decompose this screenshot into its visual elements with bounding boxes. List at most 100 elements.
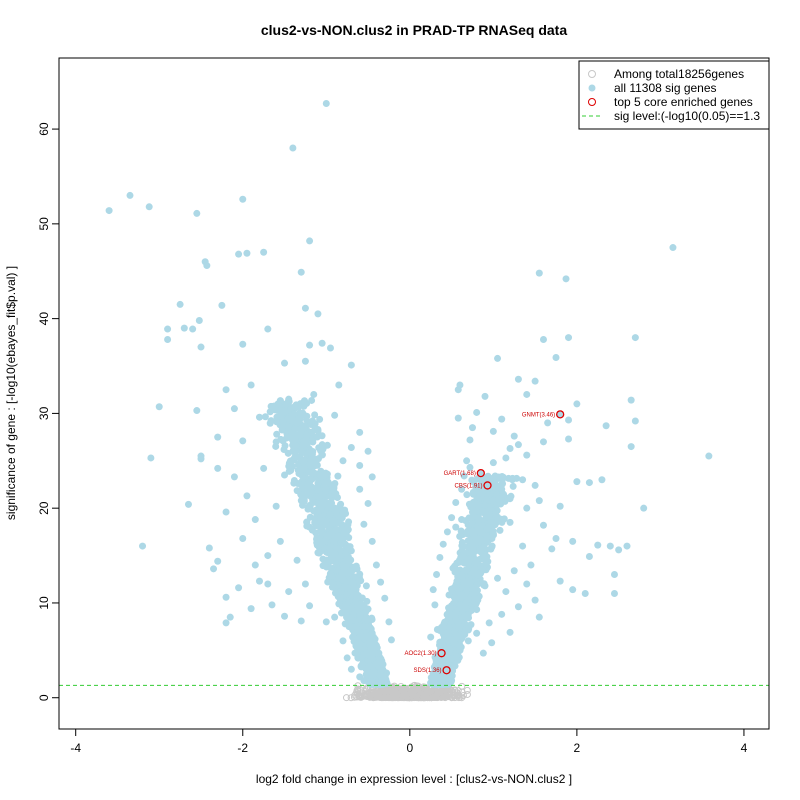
sig-gene-point	[364, 499, 372, 507]
sig-gene-point	[264, 552, 272, 560]
sig-gene-point	[463, 586, 471, 594]
sig-gene-point	[226, 613, 234, 621]
sig-gene-point	[368, 614, 376, 622]
legend-marker-sig	[588, 84, 596, 92]
sig-gene-point	[315, 493, 323, 501]
sig-gene-point	[145, 203, 153, 211]
x-tick-label: 2	[574, 741, 581, 755]
sig-gene-point	[514, 441, 522, 449]
sig-gene-point	[355, 577, 363, 585]
sig-gene-point	[316, 415, 324, 423]
x-axis: -4 -2 0 2 4	[70, 728, 748, 755]
sig-gene-point	[329, 516, 337, 524]
sig-gene-point	[385, 618, 393, 626]
sig-gene-point	[278, 426, 286, 434]
sig-gene-point	[705, 452, 713, 460]
sig-gene-point	[444, 636, 452, 644]
sig-gene-point	[326, 344, 334, 352]
sig-gene-point	[297, 617, 305, 625]
sig-gene-point	[332, 557, 340, 565]
sig-gene-point	[356, 570, 364, 578]
sig-gene-point	[498, 415, 506, 423]
sig-gene-point	[255, 413, 263, 421]
sig-gene-point	[273, 430, 281, 438]
sig-gene-point	[446, 623, 454, 631]
sig-gene-point	[495, 473, 503, 481]
sig-gene-point	[301, 304, 309, 312]
sig-gene-point	[332, 525, 340, 533]
sig-gene-point	[314, 310, 322, 318]
sig-gene-point	[319, 498, 327, 506]
nonsig-gene-point	[403, 692, 411, 700]
sig-gene-point	[531, 377, 539, 385]
sig-gene-point	[356, 428, 364, 436]
sig-gene-point	[309, 417, 317, 425]
sig-gene-point	[452, 613, 460, 621]
sig-gene-point	[307, 456, 315, 464]
sig-gene-point	[239, 340, 247, 348]
sig-gene-point	[508, 476, 516, 484]
sig-gene-point	[464, 521, 472, 529]
sig-gene-point	[147, 454, 155, 462]
top-gene-label: AOC2(1.30)	[405, 651, 437, 657]
top-gene-marker	[476, 468, 485, 478]
sig-gene-point	[377, 578, 385, 586]
x-tick-label: 0	[406, 741, 413, 755]
sig-gene-point	[569, 537, 577, 545]
sig-gene-point	[214, 557, 222, 565]
sig-gene-point	[364, 651, 372, 659]
sig-gene-point	[214, 464, 222, 472]
sig-gene-point	[247, 381, 255, 389]
sig-gene-point	[481, 392, 489, 400]
sig-gene-point	[462, 599, 470, 607]
sig-gene-point	[268, 601, 276, 609]
sig-gene-point	[468, 424, 476, 432]
sig-gene-point	[193, 407, 201, 415]
chart-title: clus2-vs-NON.clus2 in PRAD-TP RNASeq dat…	[261, 22, 567, 38]
sig-gene-point	[289, 436, 297, 444]
sig-gene-point	[383, 679, 391, 687]
sig-gene-point	[339, 637, 347, 645]
sig-gene-point	[322, 478, 330, 486]
sig-gene-point	[488, 639, 496, 647]
plot-frame	[58, 57, 770, 730]
sig-gene-point	[222, 508, 230, 516]
sig-gene-point	[494, 354, 502, 362]
sig-gene-point	[481, 582, 489, 590]
sig-gene-point	[311, 462, 319, 470]
sig-gene-point	[456, 532, 464, 540]
sig-gene-point	[339, 570, 347, 578]
nonsig-gene-point	[433, 694, 441, 702]
sig-gene-point	[610, 589, 618, 597]
sig-gene-point	[322, 99, 330, 107]
sig-gene-point	[535, 613, 543, 621]
nonsig-gene-point	[417, 693, 425, 701]
sig-gene-point	[105, 207, 113, 215]
sig-gene-point	[377, 667, 385, 675]
sig-gene-point	[523, 504, 531, 512]
sig-gene-point	[354, 626, 362, 634]
sig-gene-point	[184, 500, 192, 508]
sig-gene-point	[473, 408, 481, 416]
sig-gene-point	[464, 577, 472, 585]
nonsig-gene-point	[406, 692, 414, 700]
sig-gene-point	[330, 487, 338, 495]
sig-gene-point	[264, 580, 272, 588]
sig-gene-point	[319, 445, 327, 453]
sig-gene-point	[450, 638, 458, 646]
sig-gene-point	[205, 544, 213, 552]
legend-box	[578, 60, 770, 130]
sig-gene-point	[344, 569, 352, 577]
sig-gene-point	[475, 535, 483, 543]
sig-gene-point	[458, 572, 466, 580]
sig-gene-point	[519, 542, 527, 550]
sig-gene-point	[489, 427, 497, 435]
sig-gene-point	[235, 584, 243, 592]
sig-gene-point	[372, 561, 380, 569]
sig-gene-point	[456, 632, 464, 640]
nonsig-gene-point	[458, 694, 466, 702]
sig-gene-point	[295, 414, 303, 422]
sig-gene-point	[328, 530, 336, 538]
sig-gene-point	[453, 567, 461, 575]
